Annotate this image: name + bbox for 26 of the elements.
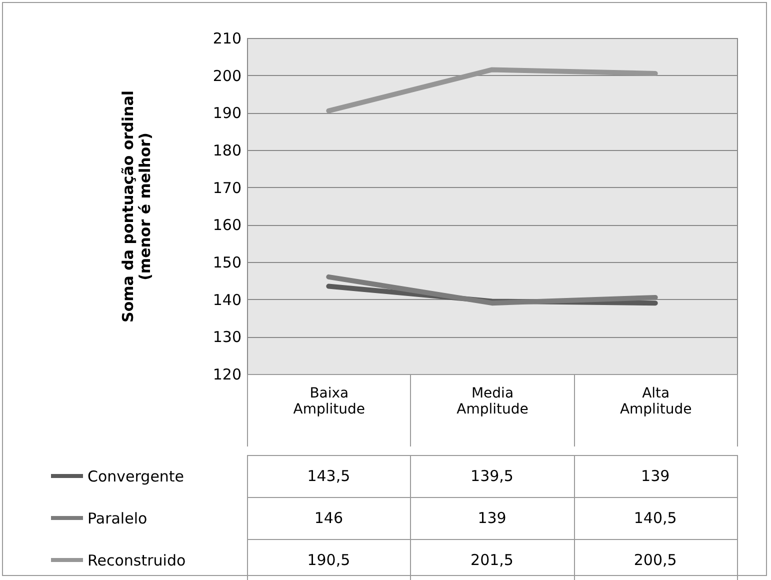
y-tick-label: 180: [212, 142, 242, 160]
data-label: 201,5: [470, 551, 514, 569]
y-tick-label: 210: [212, 30, 242, 48]
y-tick-label: 120: [212, 366, 242, 384]
y-tick-label: 170: [212, 178, 242, 197]
y-axis-title: Soma da pontuação ordinal (menor é melhor): [118, 90, 154, 322]
legend-label: Reconstruido: [88, 552, 186, 570]
x-tick-label: Alta Amplitude: [620, 386, 692, 418]
legend-label: Paralelo: [88, 510, 148, 528]
y-tick-label: 150: [212, 254, 242, 272]
data-label: 190,5: [307, 551, 350, 569]
data-label: 139: [478, 509, 506, 527]
legend-label: Convergente: [88, 468, 184, 486]
data-label: 200,5: [634, 551, 677, 569]
data-label: 146: [314, 509, 343, 527]
data-label: 139,5: [470, 467, 514, 485]
y-tick-label: 160: [212, 216, 242, 234]
y-tick-label: 200: [212, 66, 242, 85]
y-tick-label: 190: [212, 104, 242, 122]
y-tick-label: 140: [212, 290, 242, 309]
x-tick-label: Media Amplitude: [456, 386, 528, 418]
data-label: 143,5: [307, 467, 350, 485]
data-label: 140,5: [634, 509, 677, 527]
x-tick-label: Baixa Amplitude: [293, 386, 366, 418]
data-label: 139: [641, 467, 670, 485]
y-tick-label: 130: [212, 328, 242, 346]
